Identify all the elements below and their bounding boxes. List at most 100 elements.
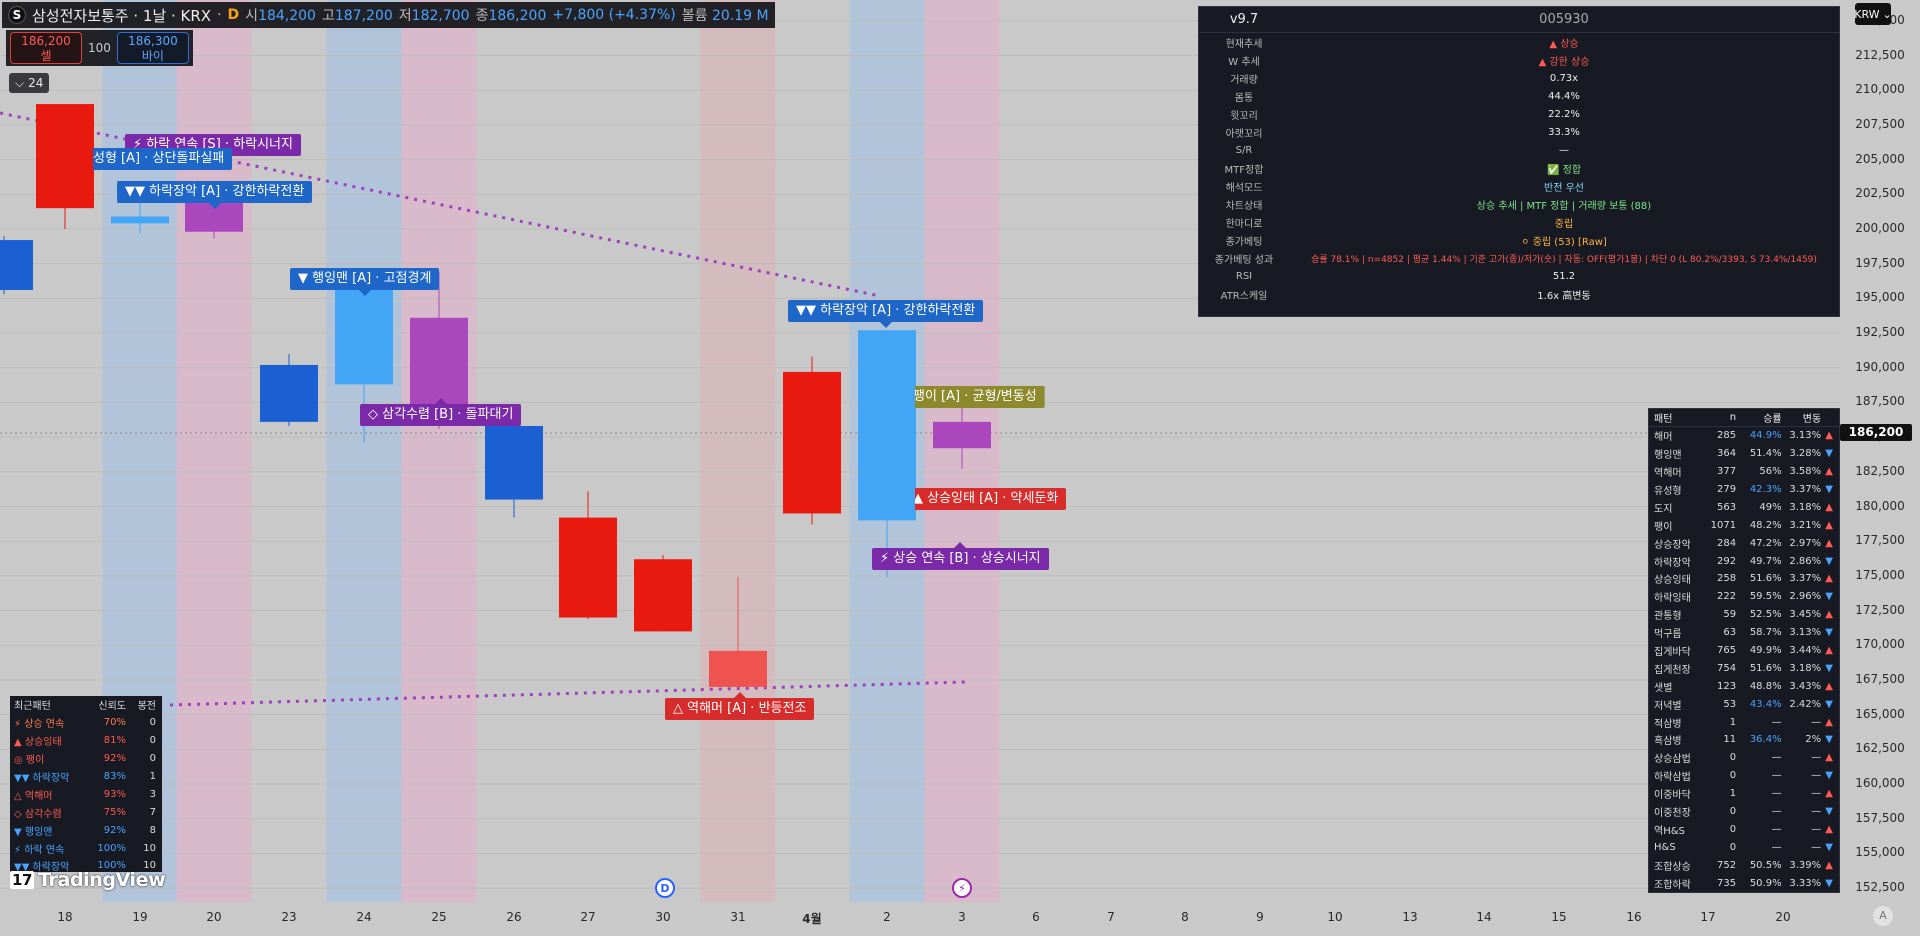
price-tick-label: 212,500 (1855, 47, 1905, 62)
candle[interactable] (783, 356, 841, 525)
symbol-title[interactable]: 삼성전자보통주 · 1날 · KRX (32, 6, 212, 25)
price-tick-label: 170,000 (1855, 637, 1905, 652)
label-engulf1[interactable]: ▼▼ 하락장악 [A] · 강한하락전환 (117, 181, 313, 209)
recent-row: ▲ 상승잉태 81% 0 (14, 735, 156, 749)
price-tick-label: 167,500 (1855, 671, 1905, 686)
candle-body (260, 364, 318, 422)
arrow-down-icon: ▼ (1825, 555, 1833, 567)
info-row: 아랫꼬리 33.3% (1225, 126, 1580, 140)
price-tick-label: 162,500 (1855, 741, 1905, 756)
time-tick-label: 9 (1256, 910, 1264, 924)
info-row: 종가베팅 ⚪ 중립 (53) [Raw] (1225, 236, 1607, 248)
stats-row: 저녁별 53 43.4% 2.42% ▼ (1649, 695, 1839, 713)
price-tick-label: 190,000 (1855, 359, 1905, 374)
quantity-field[interactable]: 100 (88, 41, 111, 55)
candle[interactable] (0, 235, 33, 295)
info-row: MTF정합 ✅ 정합 (1224, 164, 1582, 176)
arrow-up-icon: ▲ (1825, 716, 1833, 728)
candle[interactable] (36, 104, 94, 229)
buy-button[interactable]: 186,300 바이 (116, 32, 189, 64)
symbol-icon[interactable]: S (8, 6, 26, 24)
stats-row: 조합하락 735 50.9% 3.33% ▼ (1649, 874, 1839, 892)
time-tick-label: 13 (1402, 910, 1418, 924)
stats-row: 이중천장 0— — ▼ (1649, 803, 1839, 821)
info-rows: 현재추세 ▲ 상승 W 추세 ▲ 강한 상승 거래량 0.73x 몸통 44.4% 윗꼬리 22.… (1199, 33, 1839, 303)
legend-change: +7,800 (+4.37%) (552, 7, 676, 23)
recent-row: ▼▼ 하락장악 83% 1 (14, 771, 156, 784)
label-harami[interactable]: ▲ 상승잉태 [A] · 약세둔화 (915, 488, 1067, 510)
recent-patterns-panel: 최근패턴 신뢰도 봉전 ⚡ 상승 연속 70% 0 ▲ 상승잉태 81% 0 ◎ 팽이 92%… (10, 696, 162, 873)
dividend-event-icon[interactable]: D (655, 878, 675, 898)
time-tick-label: 15 (1551, 910, 1567, 924)
arrow-up-icon: ▲ (1825, 859, 1833, 871)
label-pointer (879, 322, 892, 328)
price-tick-label: 165,000 (1855, 706, 1905, 721)
candle[interactable] (335, 283, 393, 443)
price-tick-label: 180,000 (1855, 498, 1905, 513)
info-row: W 추세 ▲ 강한 상승 (1228, 56, 1590, 68)
ticker-code: 005930 (1539, 12, 1589, 27)
time-tick-label: 8 (1181, 910, 1189, 924)
flash-event-icon[interactable]: ⚡ (952, 878, 972, 898)
stats-row: 팽이 1071 48.2% 3.21% ▲ (1649, 516, 1839, 534)
label-hangman[interactable]: ▼ 행잉맨 [A] · 고점경계 (290, 268, 440, 296)
time-tick-label: 30 (655, 910, 671, 924)
stats-row: 이중바닥 1— — ▲ (1649, 785, 1839, 803)
candle[interactable] (858, 330, 916, 578)
recent-row: △ 역해머 93% 3 (14, 788, 156, 802)
arrow-up-icon: ▲ (1825, 537, 1833, 549)
candle[interactable] (933, 406, 991, 470)
info-row: 해석모드 반전 우선 (1225, 182, 1584, 194)
arrow-up-icon: ▲ (1825, 680, 1833, 692)
session-stripe (401, 0, 477, 902)
label-triangle[interactable]: ◇ 삼각수렴 [B] · 돌파대기 (360, 398, 522, 426)
candle[interactable] (634, 555, 692, 632)
stats-row: 하락삼법 0— — ▼ (1649, 767, 1839, 785)
legend-separator: · (217, 7, 222, 23)
time-axis[interactable]: 18 19 20 23 24 25 26 27 30 31 4월 2 3 6 7 8 9 10 13 14 15 16 17… (0, 902, 1840, 936)
collapse-indicators-button[interactable]: ⌵ 24 (9, 73, 50, 93)
info-panel-header: v9.7 005930 (1199, 7, 1839, 33)
arrow-down-icon: ▼ (1825, 877, 1833, 889)
label-partial[interactable]: 성형 [A] · 상단돌파실패 (93, 148, 233, 170)
arrow-up-icon: ▲ (1825, 519, 1833, 531)
time-tick-label: 3 (958, 910, 966, 924)
candle[interactable] (559, 491, 617, 619)
info-row: 한마디로 중립 (1225, 218, 1574, 230)
stats-row: 조합상승 752 50.5% 3.39% ▲ (1649, 856, 1839, 874)
candle[interactable] (260, 353, 318, 427)
arrow-down-icon: ▼ (1825, 448, 1833, 460)
arrow-up-icon: ▲ (1825, 752, 1833, 764)
candle[interactable] (709, 577, 767, 687)
price-tick-label: 187,500 (1855, 394, 1905, 409)
label-pointer (208, 203, 221, 209)
arrow-down-icon: ▼ (1825, 770, 1833, 782)
label-top[interactable]: 팽이 [A] · 균형/변동성 (914, 386, 1045, 408)
stats-row: 상승잉태 258 51.6% 3.37% ▲ (1649, 570, 1839, 588)
time-tick-label: 2 (883, 910, 891, 924)
stats-header: 패턴 n 승률 변동 (1649, 409, 1839, 427)
stats-row: 하락잉태 222 59.5% 2.96% ▼ (1649, 588, 1839, 606)
label-bull-cont[interactable]: ⚡ 상승 연속 [B] · 상승시너지 (872, 542, 1049, 570)
price-tick-label: 197,500 (1855, 255, 1905, 270)
label-invhammer[interactable]: △ 역해머 [A] · 반등전조 (665, 692, 815, 720)
label-engulf2[interactable]: ▼▼ 하락장악 [A] · 강한하락전환 (788, 300, 984, 328)
stats-row: 집게바닥 765 49.9% 3.44% ▲ (1649, 642, 1839, 660)
arrow-up-icon: ▲ (1825, 573, 1833, 585)
trade-panel: 186,200 셀 100 186,300 바이 (6, 30, 193, 66)
candle-body (709, 650, 767, 687)
candle-body (36, 104, 94, 209)
sell-button[interactable]: 186,200 셀 (10, 32, 82, 64)
info-row: S/R — (1235, 144, 1569, 156)
stats-row: 먹구름 63 58.7% 3.13% ▼ (1649, 624, 1839, 642)
symbol-legend: S 삼성전자보통주 · 1날 · KRX · D 시184,200 고187,2… (2, 2, 775, 28)
auto-scale-button[interactable]: A (1873, 906, 1893, 926)
arrow-down-icon: ▼ (1825, 806, 1833, 818)
stats-row: 역해머 377 56% 3.58% ▲ (1649, 463, 1839, 481)
tradingview-logo[interactable]: 17 TradingView (10, 869, 166, 891)
candle[interactable] (485, 426, 543, 518)
price-axis[interactable]: 215,000212,500210,000207,500205,000202,5… (1840, 0, 1920, 936)
currency-selector[interactable]: KRW ⌄ (1854, 3, 1892, 25)
stats-row: 적삼병 1— — ▲ (1649, 713, 1839, 731)
arrow-up-icon: ▲ (1825, 466, 1833, 478)
